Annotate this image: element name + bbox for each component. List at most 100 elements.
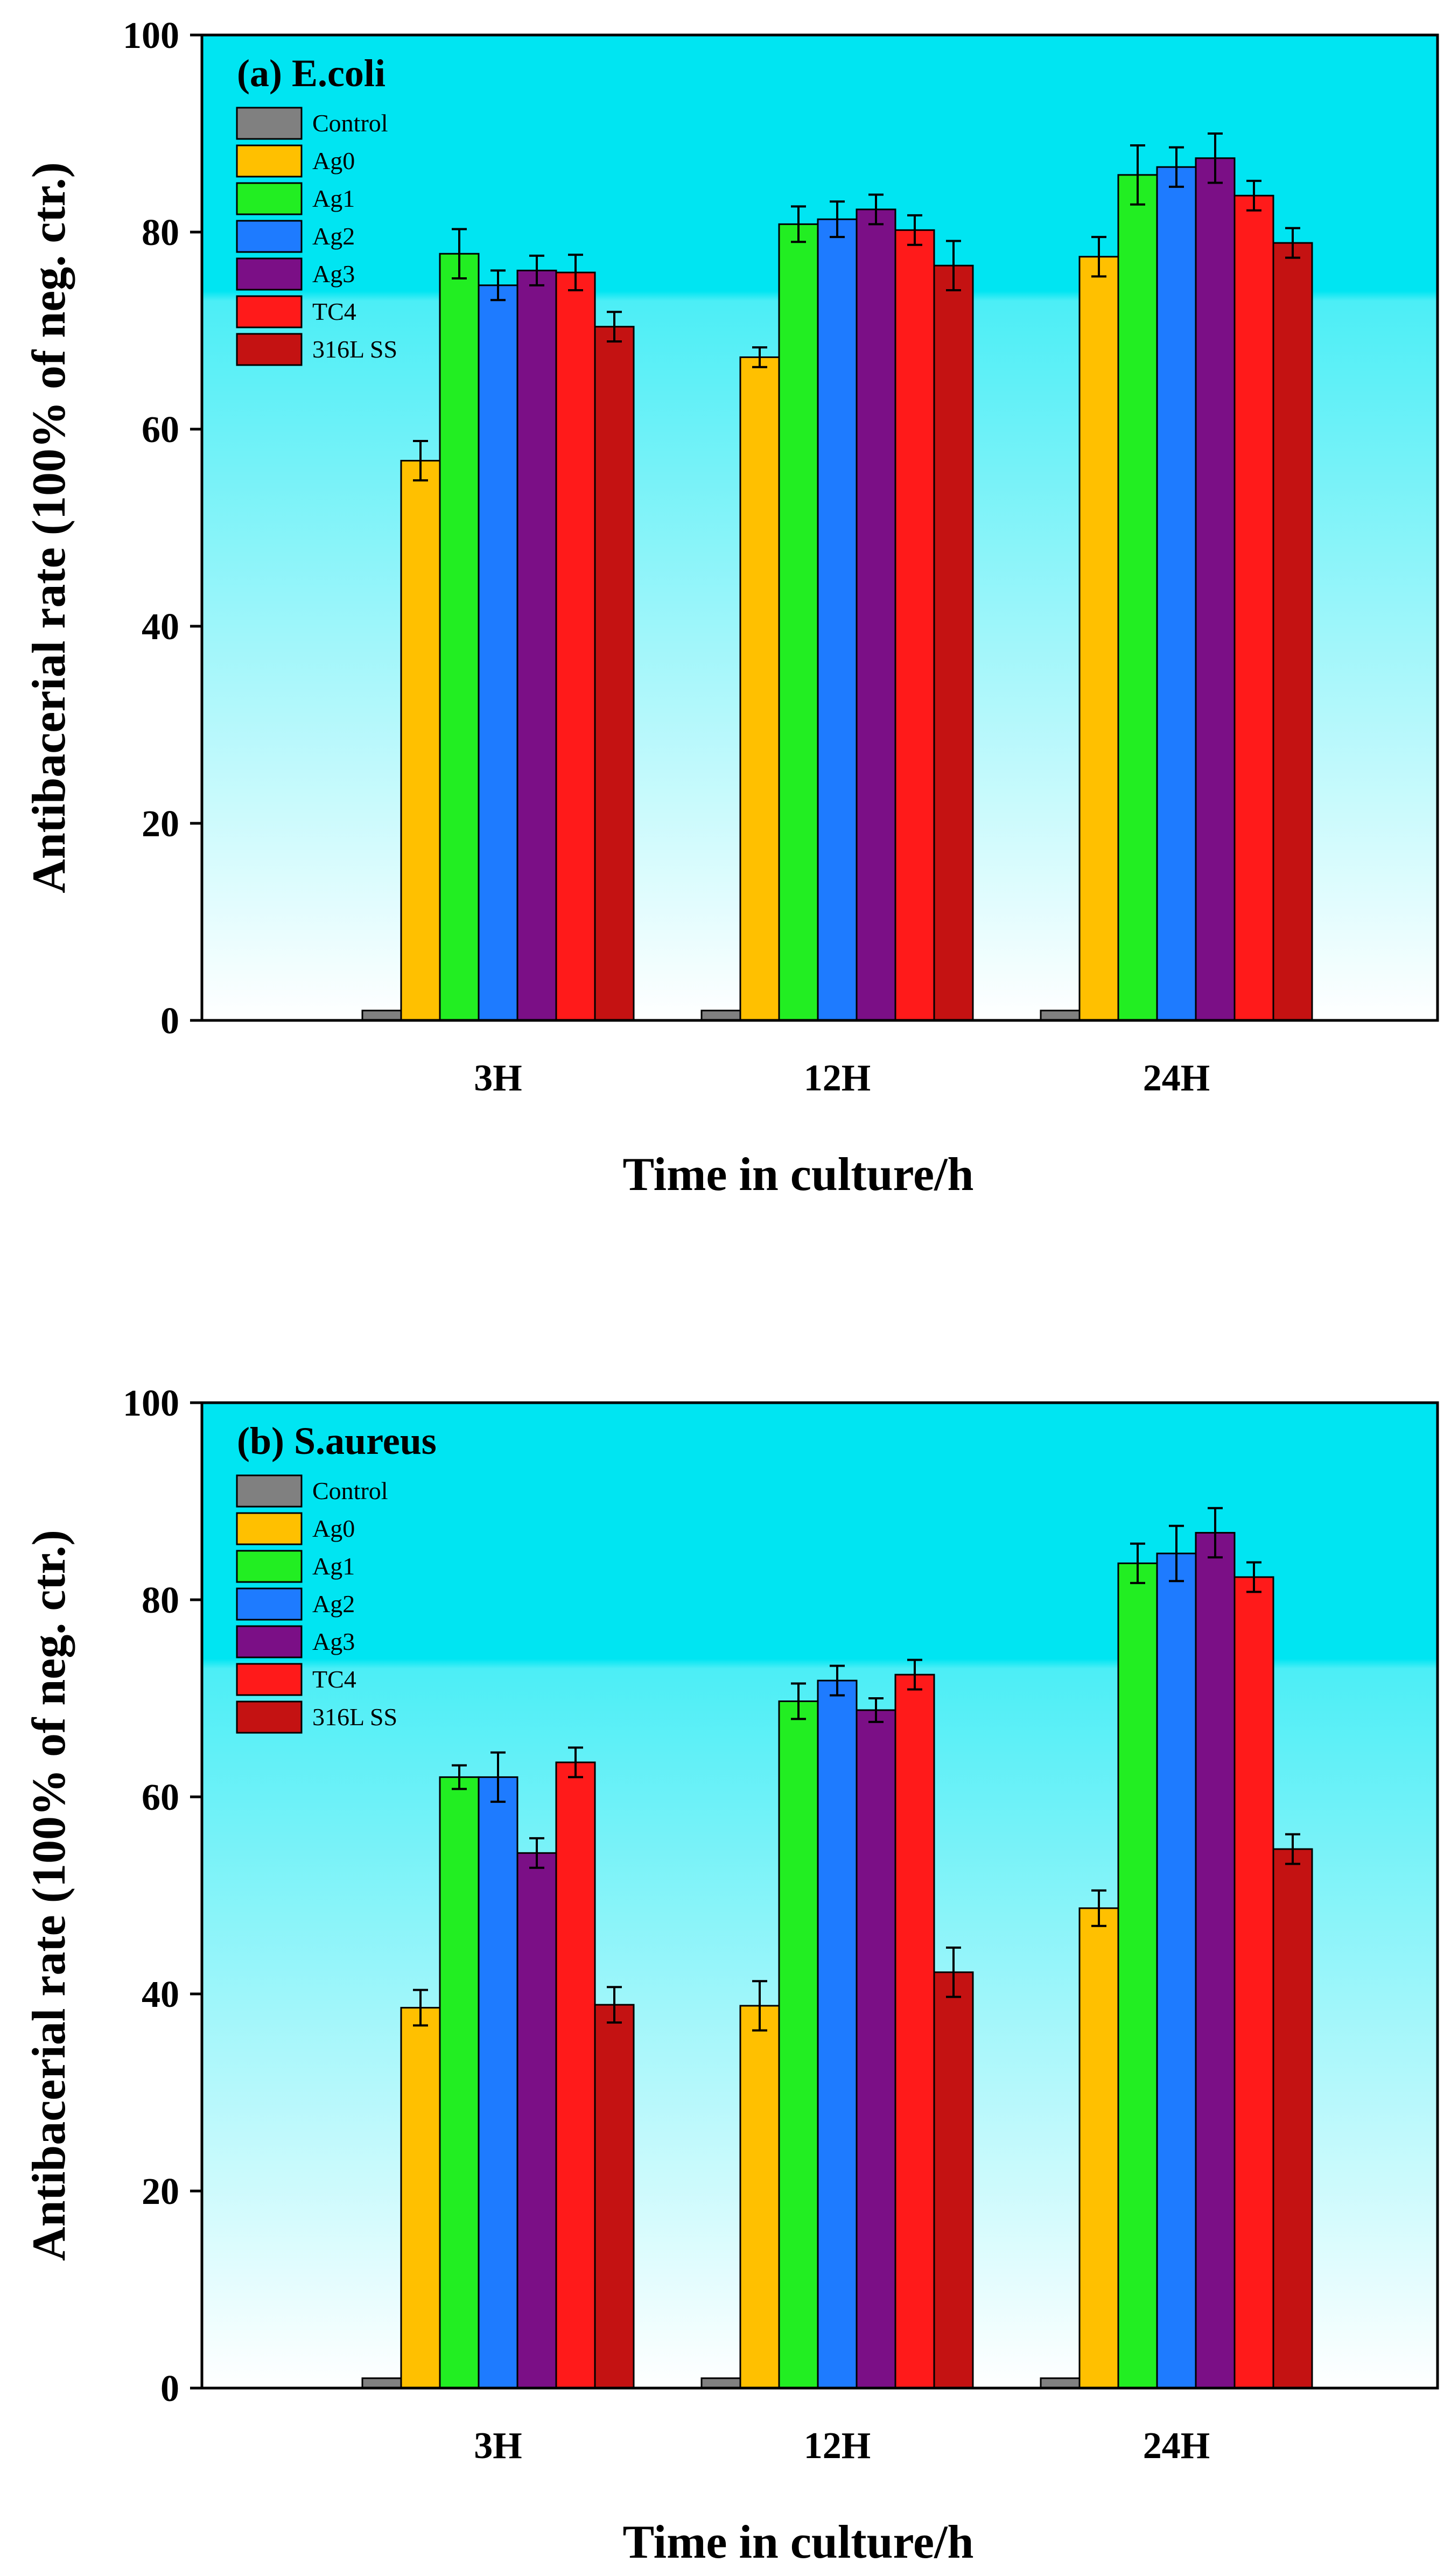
legend-label: Ag1 xyxy=(312,185,355,212)
error-bar xyxy=(607,1986,622,2024)
bar-tc4-24h xyxy=(1233,1576,1274,2389)
legend-label: 316L SS xyxy=(312,335,397,363)
chart-panel-ecoli: 0 20 40 60 80 100 3H 12H 24H Time in culture/h Ant… xyxy=(23,15,1439,1201)
bar-316l-ss-24h xyxy=(1272,1848,1313,2389)
bar-ag0-3h xyxy=(400,2007,441,2389)
bar-ag0-24h xyxy=(1078,1907,1119,2389)
error-bar xyxy=(452,228,467,280)
bar-ag2-24h xyxy=(1156,166,1197,1021)
legend-label: TC4 xyxy=(312,1665,356,1693)
bar-316l-ss-3h xyxy=(594,2004,635,2389)
x-tick-label: 3H xyxy=(474,2425,522,2467)
y-axis-title: Antibacerial rate (100% of neg. ctr.) xyxy=(23,1530,75,2261)
bar-316l-ss-12h xyxy=(933,1971,974,2389)
bar-ag2-12h xyxy=(817,1679,858,2389)
bar-control-12h xyxy=(700,1010,741,1021)
error-bar xyxy=(490,1751,506,1803)
legend-swatch xyxy=(236,333,303,366)
error-bar xyxy=(946,240,961,291)
chart-panel-saureus: 0 20 40 60 80 100 3H 12H 24H Time in culture/h Ant… xyxy=(23,1383,1439,2568)
legend-swatch xyxy=(236,144,303,178)
legend-swatch xyxy=(236,1663,303,1696)
bar-316l-ss-12h xyxy=(933,264,974,1021)
y-tick-label: 40 xyxy=(142,606,179,648)
legend-swatch xyxy=(236,182,303,215)
legend-label: Ag2 xyxy=(312,1590,355,1618)
legend-swatch xyxy=(236,1587,303,1621)
legend-swatch xyxy=(236,1512,303,1545)
x-axis-title: Time in culture/h xyxy=(623,2516,974,2568)
error-bar xyxy=(607,311,622,343)
y-tick-label: 20 xyxy=(142,803,179,845)
bar-ag1-3h xyxy=(439,253,480,1021)
bar-ag0-12h xyxy=(739,2005,780,2389)
error-bar xyxy=(752,346,767,368)
x-tick-label: 12H xyxy=(804,1058,871,1099)
bar-ag2-24h xyxy=(1156,1552,1197,2389)
chart-title: (b) S.aureus xyxy=(237,1419,437,1462)
bar-ag3-3h xyxy=(516,269,557,1021)
bar-ag1-3h xyxy=(439,1776,480,2389)
error-bar xyxy=(1091,1889,1106,1927)
bar-control-12h xyxy=(700,2377,741,2389)
error-bar xyxy=(568,254,583,291)
plot-frame xyxy=(200,33,1439,1022)
y-tick-label: 40 xyxy=(142,1974,179,2015)
error-bar xyxy=(1091,236,1106,278)
bar-ag1-12h xyxy=(778,1700,819,2389)
legend-label: Ag1 xyxy=(312,1552,355,1580)
bar-tc4-3h xyxy=(555,271,596,1021)
error-bar xyxy=(1130,1542,1145,1584)
x-tick-label: 3H xyxy=(474,1058,522,1099)
legend-swatch xyxy=(236,1550,303,1583)
error-bar xyxy=(791,205,806,243)
bar-ag0-12h xyxy=(739,356,780,1021)
error-bar xyxy=(907,1658,922,1691)
error-bar xyxy=(830,200,845,239)
error-bar xyxy=(490,269,506,302)
error-bar xyxy=(1208,1507,1223,1559)
y-tick-label: 100 xyxy=(123,1383,179,1424)
error-bar xyxy=(529,1837,544,1869)
x-axis-title: Time in culture/h xyxy=(623,1149,974,1201)
y-tick-label: 0 xyxy=(160,1000,179,1042)
legend-label: Ag3 xyxy=(312,1628,355,1655)
error-bar xyxy=(529,254,544,286)
error-bar xyxy=(1169,146,1184,188)
error-bar xyxy=(946,1946,961,1998)
chart-title: (a) E.coli xyxy=(237,52,385,95)
y-tick-label: 20 xyxy=(142,2171,179,2213)
legend-label: Ag3 xyxy=(312,260,355,288)
x-tick-label: 12H xyxy=(804,2425,871,2467)
bar-tc4-3h xyxy=(555,1761,596,2389)
bar-ag3-24h xyxy=(1195,1532,1236,2389)
y-tick-label: 60 xyxy=(142,1777,179,1818)
bar-ag2-3h xyxy=(478,1776,518,2389)
error-bar xyxy=(1130,144,1145,206)
error-bar xyxy=(791,1682,806,1720)
error-bar xyxy=(413,439,428,482)
legend-label: Ag0 xyxy=(312,147,355,174)
bar-control-24h xyxy=(1040,2377,1081,2389)
legend-swatch xyxy=(236,107,303,140)
bar-ag3-24h xyxy=(1195,157,1236,1021)
error-bar xyxy=(907,214,922,246)
legend-label: Control xyxy=(312,109,388,137)
legend-label: Ag0 xyxy=(312,1515,355,1542)
bar-ag0-3h xyxy=(400,460,441,1021)
error-bar xyxy=(1208,132,1223,184)
legend-swatch xyxy=(236,1700,303,1734)
bar-ag1-24h xyxy=(1117,1562,1158,2389)
legend-label: Ag2 xyxy=(312,222,355,250)
bar-316l-ss-24h xyxy=(1272,242,1313,1021)
error-bar xyxy=(752,1980,767,2032)
bar-ag1-24h xyxy=(1117,174,1158,1021)
y-tick-label: 60 xyxy=(142,409,179,451)
plot-frame xyxy=(200,1401,1439,2390)
y-tick-label: 80 xyxy=(142,1580,179,1621)
x-tick-label: 24H xyxy=(1143,1058,1210,1099)
legend-swatch xyxy=(236,295,303,328)
bar-tc4-12h xyxy=(894,1674,935,2389)
legend-swatch xyxy=(236,1625,303,1658)
